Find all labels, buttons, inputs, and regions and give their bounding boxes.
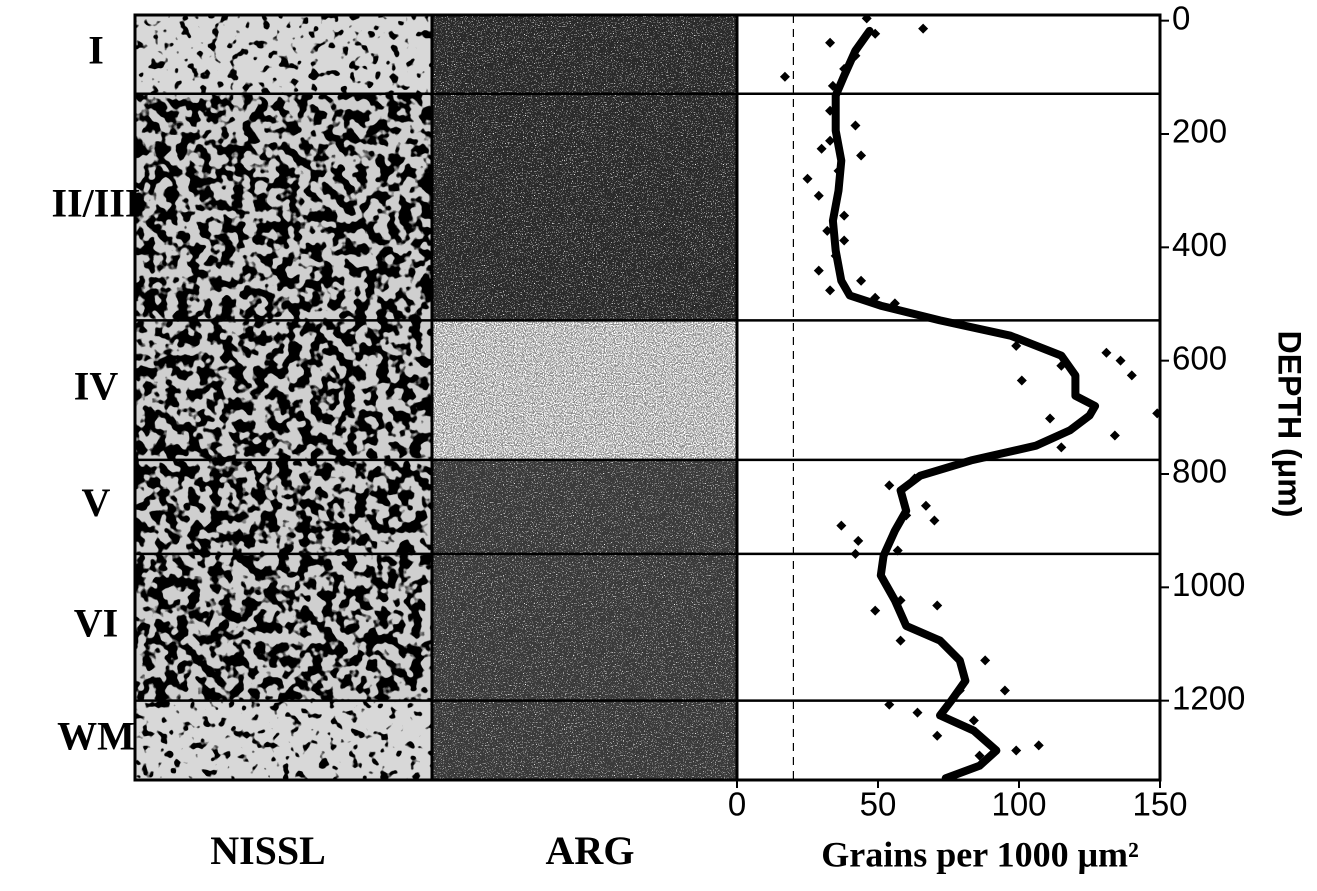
data-point [839,235,850,246]
arg-texture [432,459,737,554]
y-tick-label: 1000 [1172,566,1245,603]
panel-label: NISSL [210,828,326,873]
data-point [825,135,836,146]
arg-texture [432,320,737,460]
data-point [850,50,861,61]
frame: I II/III IV V VI WM 0 50 100 150 0 200 400 600 800 1000… [52,0,1246,823]
nissl-texture [135,93,432,321]
data-point [825,37,836,48]
image-panels [135,15,737,780]
y-axis-label: DEPTH (μm) [1272,331,1308,518]
data-point [1016,375,1027,386]
arg-texture [432,553,737,701]
layer-label: IV [74,363,119,408]
layer-label: VI [74,600,118,645]
data-point [1126,370,1137,381]
nissl-texture [135,553,432,701]
data-point [999,685,1010,696]
data-point [1109,430,1120,441]
y-tick-label: 0 [1172,0,1190,36]
nissl-texture [135,459,432,554]
data-point [779,71,790,82]
data-point [920,500,931,511]
data-point [1045,413,1056,424]
x-axis-label: Grains per 1000 μm² [821,834,1139,874]
y-tick-label: 600 [1172,339,1227,376]
data-point [856,275,867,286]
x-tick-label: 100 [991,786,1046,823]
data-point [918,23,929,34]
data-point [839,63,850,74]
arg-texture [432,93,737,321]
data-point [870,28,881,39]
layer-label: II/III [52,180,141,225]
data-point [822,225,833,236]
nissl-texture [135,320,432,460]
layer-label: I [88,28,104,73]
data-point [870,292,881,303]
nissl-texture [135,700,432,780]
y-tick-label: 800 [1172,453,1227,490]
y-tick-label: 200 [1172,113,1227,150]
data-point [1115,355,1126,366]
data-point [813,265,824,276]
layer-label: WM [57,714,135,759]
x-tick-label: 50 [860,786,897,823]
data-point [1101,347,1112,358]
data-point [836,520,847,531]
panel-label: ARG [546,828,635,873]
data-point [853,535,864,546]
data-point [954,685,965,696]
data-point [816,143,827,154]
data-point [968,715,979,726]
data-point [870,605,881,616]
arg-texture [432,700,737,780]
data-point [825,105,836,116]
data-point [901,510,912,521]
data-point [1056,360,1067,371]
data-point [974,750,985,761]
data-point [861,15,872,24]
data-point [825,285,836,296]
data-point [929,515,940,526]
data-point [932,600,943,611]
plot [779,15,1160,780]
data-point [827,80,838,91]
data-point [884,699,895,710]
data-point [856,150,867,161]
layer-label: V [82,480,111,525]
data-point [850,120,861,131]
x-tick-label: 0 [728,786,746,823]
y-tick-label: 400 [1172,226,1227,263]
smoothed-line [828,26,1100,780]
nissl-texture [135,15,432,94]
arg-texture [432,15,737,94]
data-point [1033,740,1044,751]
data-point [895,595,906,606]
data-point [912,707,923,718]
data-point [1056,442,1067,453]
data-point [813,190,824,201]
data-point [1152,408,1160,419]
data-point [932,730,943,741]
x-tick-label: 150 [1132,786,1187,823]
data-point [1011,340,1022,351]
data-point [830,250,841,261]
data-point [839,210,850,221]
data-point [909,473,920,484]
data-point [884,480,895,491]
data-point [895,635,906,646]
data-point [802,173,813,184]
data-point [833,165,844,176]
y-tick-label: 1200 [1172,679,1245,716]
data-point [980,655,991,666]
data-point [1011,745,1022,756]
data-point [889,298,900,309]
plot-frame [133,13,1162,782]
